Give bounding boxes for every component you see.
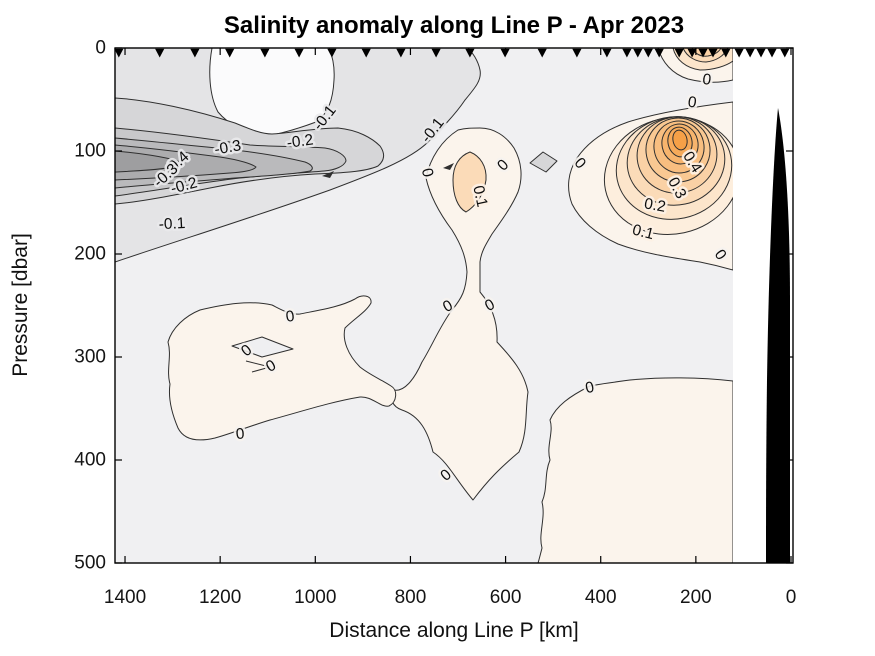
contour-patch-gray-diamond [529, 151, 558, 173]
contour-arrow-mark [322, 171, 334, 178]
bathymetry-wedge [766, 108, 790, 563]
x-tick-label: 1000 [294, 587, 336, 608]
y-tick-label: 500 [74, 553, 106, 574]
station-marker-triangle-icon [361, 48, 371, 58]
station-marker-triangle-icon [155, 48, 165, 58]
chart-title: Salinity anomaly along Line P - Apr 2023 [224, 12, 684, 39]
bullseye-rings [603, 116, 733, 235]
station-marker-triangle-icon [780, 48, 790, 58]
station-marker-triangle-icon [698, 48, 708, 58]
y-tick-label: 400 [74, 450, 106, 471]
station-marker-triangle-icon [633, 48, 643, 58]
contour-hole-diamond [231, 336, 294, 358]
contour-field [115, 48, 733, 563]
contour-band-neg-0.3 [115, 144, 257, 181]
contour-band-neg-0.4-core [115, 150, 180, 173]
station-marker-triangle-icon [687, 48, 697, 58]
y-axis-label: Pressure [dbar] [9, 233, 32, 377]
station-marker-triangle-icon [572, 48, 582, 58]
station-marker-triangle-icon [654, 48, 664, 58]
station-marker-triangle-icon [260, 48, 270, 58]
station-marker-triangle-icon [537, 48, 547, 58]
station-marker-triangle-icon [190, 48, 200, 58]
station-marker-triangle-icon [500, 48, 510, 58]
station-marker-triangle-icon [396, 48, 406, 58]
y-tick-label: 0 [95, 38, 106, 59]
station-marker-triangle-icon [734, 48, 744, 58]
station-marker-triangle-icon [327, 48, 337, 58]
station-marker-triangle-icon [431, 48, 441, 58]
station-marker-triangle-icon [465, 48, 475, 58]
station-marker-triangle-icon [745, 48, 755, 58]
x-tick-label: 600 [490, 587, 522, 608]
station-marker-triangle-icon [674, 48, 684, 58]
station-marker-triangle-icon [643, 48, 653, 58]
contour-band-white-blob [209, 48, 335, 138]
x-tick-label: 200 [680, 587, 712, 608]
contour-label: -0.1 [158, 215, 186, 233]
contour-arrow-mark [443, 163, 454, 170]
station-marker-triangle-icon [756, 48, 766, 58]
bullseye-ring [672, 129, 688, 151]
contour-band-pos-0.1-patch [452, 151, 487, 213]
x-tick-label: 0 [786, 587, 797, 608]
station-marker-triangle-icon [225, 48, 235, 58]
x-tick-label: 1200 [199, 587, 241, 608]
station-marker-triangle-icon [708, 48, 718, 58]
plot-frame [114, 47, 794, 564]
station-marker-triangle-icon [602, 48, 612, 58]
y-axis-tick-labels: 0 100 200 300 400 500 [74, 38, 106, 574]
contour-band-pos-center-blob [390, 127, 529, 501]
x-tick-label: 400 [585, 587, 617, 608]
station-marker-triangle-icon [767, 48, 777, 58]
station-marker-triangle-icon [721, 48, 731, 58]
y-tick-label: 100 [74, 141, 106, 162]
x-tick-label: 800 [395, 587, 427, 608]
station-marker-triangle-icon [622, 48, 632, 58]
station-marker-triangle-icon [114, 48, 124, 58]
station-markers [114, 48, 790, 58]
contour-band-pos-bottom-right [537, 377, 733, 563]
x-axis-tick-labels: 1400 1200 1000 800 600 400 200 0 [104, 587, 796, 608]
y-tick-label: 300 [74, 347, 106, 368]
x-tick-label: 1400 [104, 587, 146, 608]
contour-snippet [245, 360, 271, 373]
x-axis-label: Distance along Line P [km] [329, 619, 578, 642]
y-tick-label: 200 [74, 244, 106, 265]
station-marker-triangle-icon [294, 48, 304, 58]
contour-band-pos-bottom-left-blob [167, 295, 397, 441]
